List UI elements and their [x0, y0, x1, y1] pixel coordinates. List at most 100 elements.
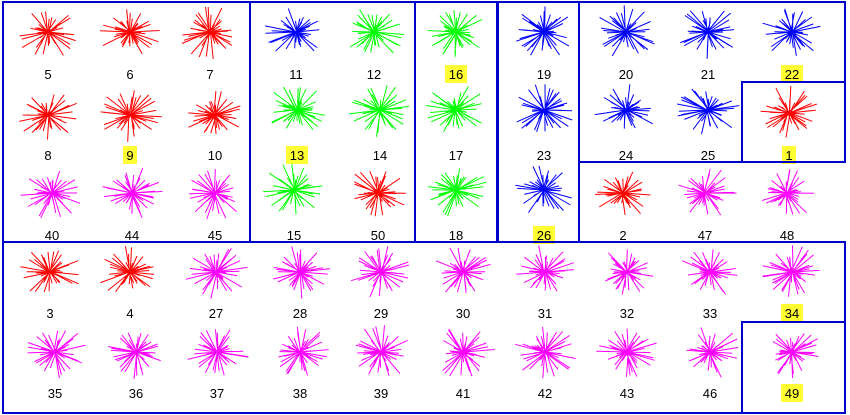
star-glyph [355, 325, 408, 376]
star-glyph [596, 328, 657, 377]
glyph-label: 50 [371, 228, 385, 243]
star-glyph [595, 171, 651, 215]
glyph-11: 11 [265, 8, 320, 82]
star-glyph [350, 246, 410, 298]
star-glyph [188, 91, 241, 135]
glyph-25: 25 [677, 88, 740, 163]
glyph-label: 25 [701, 148, 715, 163]
glyph-2: 2 [595, 171, 651, 243]
glyph-13: 13 [271, 86, 325, 164]
glyph-7: 7 [181, 6, 233, 82]
glyph-3: 3 [20, 250, 79, 321]
glyph-label: 45 [208, 228, 222, 243]
star-glyph [677, 88, 740, 135]
glyph-36: 36 [108, 332, 161, 401]
glyph-label: 48 [780, 228, 794, 243]
glyph-30: 30 [435, 247, 491, 321]
star-glyph [263, 164, 323, 215]
glyph-46: 46 [686, 327, 739, 401]
glyph-label: 29 [374, 306, 388, 321]
star-glyph [265, 8, 320, 52]
star-glyph [762, 8, 821, 56]
glyph-label: 30 [456, 306, 470, 321]
star-glyph [599, 5, 655, 57]
star-glyph [20, 250, 79, 293]
glyph-18: 18 [428, 168, 487, 243]
glyph-label: 2 [619, 228, 626, 243]
glyph-45: 45 [189, 168, 237, 243]
star-glyph [181, 6, 233, 60]
star-glyph [108, 332, 161, 379]
glyph-label: 41 [456, 386, 470, 401]
label-highlight [781, 65, 803, 83]
glyph-41: 41 [442, 328, 495, 401]
glyph-10: 10 [188, 91, 241, 163]
glyph-19: 19 [515, 6, 570, 82]
glyph-label: 49 [785, 386, 799, 401]
glyph-44: 44 [102, 167, 163, 243]
glyph-38: 38 [278, 326, 329, 401]
star-glyph [428, 168, 487, 217]
star-glyph [100, 246, 155, 293]
glyph-label: 32 [620, 306, 634, 321]
glyph-1: 1 [760, 85, 817, 164]
glyph-label: 13 [290, 148, 304, 163]
glyph-50: 50 [354, 171, 406, 243]
star-glyph [772, 333, 819, 379]
glyph-label: 33 [703, 306, 717, 321]
star-glyph [271, 86, 325, 131]
glyph-24: 24 [594, 84, 654, 163]
star-glyph [425, 86, 482, 132]
glyph-label: 46 [703, 386, 717, 401]
glyph-label: 12 [367, 67, 381, 82]
star-glyph [686, 327, 739, 378]
glyph-39: 39 [355, 325, 408, 401]
glyph-label: 9 [126, 148, 133, 163]
star-glyph [102, 167, 163, 219]
star-glyph [435, 247, 491, 294]
glyph-label: 21 [701, 67, 715, 82]
glyph-49: 49 [772, 333, 819, 402]
glyph-32: 32 [605, 249, 654, 321]
label-highlight [781, 304, 803, 322]
star-glyph [761, 169, 815, 215]
star-glyph [100, 90, 162, 142]
star-glyph [99, 9, 160, 55]
glyph-37: 37 [187, 329, 249, 401]
glyph-17: 17 [425, 86, 482, 163]
star-glyph [427, 10, 483, 57]
glyph-label: 47 [698, 228, 712, 243]
glyph-23: 23 [516, 84, 573, 163]
star-glyph [189, 168, 237, 220]
star-glyph [442, 328, 495, 377]
glyph-15: 15 [263, 164, 323, 243]
glyph-48: 48 [761, 169, 815, 243]
star-glyph [278, 326, 329, 376]
glyph-8: 8 [19, 94, 77, 163]
label-highlight [782, 146, 796, 164]
glyph-label: 10 [208, 148, 222, 163]
glyph-label: 43 [620, 386, 634, 401]
glyph-label: 36 [129, 386, 143, 401]
star-glyph [515, 6, 570, 56]
star-glyph [678, 168, 737, 216]
star-glyph [680, 10, 735, 59]
glyph-label: 38 [293, 386, 307, 401]
star-glyph [19, 11, 76, 56]
label-highlight [286, 146, 308, 164]
glyph-40: 40 [20, 170, 81, 243]
star-glyph [20, 170, 81, 219]
star-glyph [516, 245, 574, 292]
glyph-42: 42 [514, 326, 576, 401]
glyph-28: 28 [272, 246, 331, 321]
star-glyph [516, 84, 573, 133]
glyph-31: 31 [516, 245, 574, 321]
glyph-label: 42 [538, 386, 552, 401]
cluster-border-6 [741, 81, 846, 163]
star-glyph [27, 330, 86, 379]
glyph-26: 26 [515, 165, 572, 244]
glyph-label: 24 [619, 148, 633, 163]
star-glyph [682, 249, 738, 295]
